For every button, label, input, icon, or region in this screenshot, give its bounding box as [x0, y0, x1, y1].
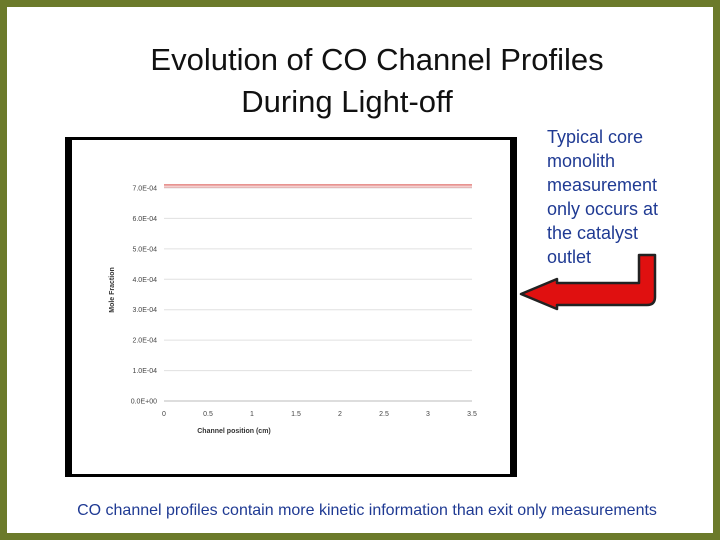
- y-tick-label: 2.0E-04: [132, 338, 157, 345]
- y-tick-label: 0.0E+00: [131, 399, 157, 406]
- y-tick-label: 5.0E-04: [132, 246, 157, 253]
- y-tick-label: 4.0E-04: [132, 277, 157, 284]
- x-tick-labels: 0 0.5 1 1.5 2 2.5 3 3.5: [162, 411, 477, 418]
- y-axis-label: Mole Fraction: [109, 267, 116, 313]
- chart-panel: 0.0E+00 1.0E-04 2.0E-04 3.0E-04 4.0E-04 5.0E-…: [72, 140, 510, 474]
- x-tick-label: 3: [426, 411, 430, 418]
- footer-caption: CO channel profiles contain more kinetic…: [77, 502, 657, 519]
- chart-frame: 0.0E+00 1.0E-04 2.0E-04 3.0E-04 4.0E-04 5.0E-…: [65, 137, 517, 477]
- y-tick-label: 7.0E-04: [132, 186, 157, 193]
- note-line: the catalyst: [547, 223, 639, 243]
- note-line: Typical core: [547, 127, 644, 147]
- u-turn-arrow-icon: [519, 253, 657, 311]
- y-tick-label: 1.0E-04: [132, 368, 157, 375]
- x-tick-label: 0.5: [203, 411, 213, 418]
- series-layer: [164, 184, 472, 188]
- x-axis-label: Channel position (cm): [197, 428, 271, 435]
- title-line-2: During Light-off: [241, 84, 453, 119]
- x-tick-label: 0: [162, 411, 166, 418]
- co-profile-chart: 0.0E+00 1.0E-04 2.0E-04 3.0E-04 4.0E-04 5.0E-…: [109, 184, 477, 435]
- outlet-note: Typical core monolith measurement only o…: [547, 125, 707, 269]
- note-line: outlet: [547, 247, 592, 267]
- grid-lines: [164, 187, 472, 402]
- note-line: measurement: [547, 175, 658, 195]
- note-line: monolith: [547, 151, 616, 171]
- note-line: only occurs at: [547, 199, 659, 219]
- x-tick-label: 1.5: [291, 411, 301, 418]
- y-tick-label: 6.0E-04: [132, 216, 157, 223]
- y-tick-labels: 0.0E+00 1.0E-04 2.0E-04 3.0E-04 4.0E-04 5.0E-…: [131, 186, 157, 406]
- y-tick-label: 3.0E-04: [132, 307, 157, 314]
- x-tick-label: 2.5: [379, 411, 389, 418]
- title-line-1: Evolution of CO Channel Profiles: [150, 42, 604, 77]
- x-tick-label: 2: [338, 411, 342, 418]
- x-tick-label: 3.5: [467, 411, 477, 418]
- slide-title: Evolution of CO Channel Profiles During …: [47, 39, 687, 123]
- x-tick-label: 1: [250, 411, 254, 418]
